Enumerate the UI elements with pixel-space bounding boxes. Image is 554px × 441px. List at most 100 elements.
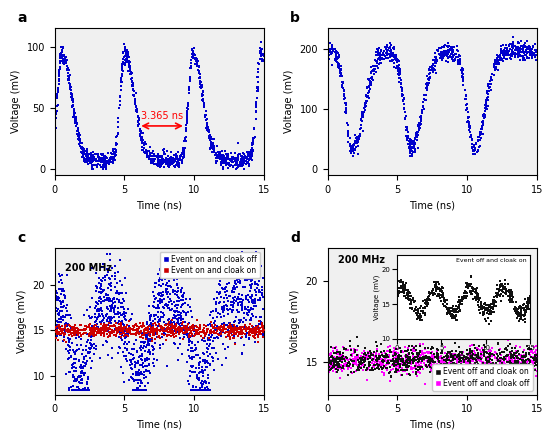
Point <box>96 329 105 336</box>
Point <box>83 380 91 387</box>
Point <box>149 332 158 339</box>
Point <box>519 355 527 363</box>
Point <box>146 333 155 340</box>
Point <box>324 363 333 370</box>
Point <box>92 299 101 306</box>
Point <box>67 314 76 321</box>
Point <box>331 362 340 369</box>
Point <box>57 49 65 56</box>
Point <box>238 299 247 306</box>
Point <box>527 361 536 368</box>
Point <box>55 64 64 71</box>
Point <box>342 105 351 112</box>
Point <box>477 352 486 359</box>
Point <box>97 283 106 290</box>
Point <box>524 356 532 363</box>
Point <box>331 366 340 373</box>
Point <box>378 355 387 362</box>
Point <box>118 289 127 296</box>
Point <box>100 161 109 168</box>
Point <box>470 365 479 372</box>
Point <box>64 64 73 71</box>
Point <box>124 54 133 61</box>
Point <box>52 293 60 300</box>
Point <box>327 354 336 361</box>
Point <box>227 307 236 314</box>
Point <box>120 325 129 332</box>
Point <box>324 355 333 362</box>
Point <box>57 286 66 293</box>
Point <box>157 323 166 330</box>
Point <box>126 64 135 71</box>
Point <box>358 112 367 119</box>
Point <box>162 155 171 162</box>
Point <box>158 277 167 284</box>
Point <box>168 160 177 167</box>
Point <box>212 329 220 336</box>
Point <box>332 56 341 63</box>
Point <box>442 359 451 366</box>
Point <box>230 149 239 157</box>
Point <box>124 329 133 336</box>
Point <box>53 328 62 335</box>
Point <box>450 56 459 64</box>
Point <box>252 101 260 108</box>
Point <box>135 362 144 369</box>
Point <box>173 155 182 162</box>
Point <box>497 362 506 369</box>
Point <box>443 43 452 50</box>
Point <box>146 150 155 157</box>
Point <box>253 332 262 339</box>
Point <box>356 355 365 363</box>
Point <box>347 364 356 371</box>
Point <box>489 71 498 78</box>
Point <box>480 104 489 111</box>
Point <box>83 323 92 330</box>
Point <box>460 367 469 374</box>
Point <box>491 353 500 360</box>
Point <box>468 141 476 148</box>
Point <box>507 360 516 367</box>
Point <box>94 295 103 302</box>
Point <box>102 158 111 165</box>
Point <box>479 373 488 380</box>
Point <box>223 302 232 309</box>
Point <box>474 350 483 357</box>
Point <box>459 78 468 85</box>
Point <box>234 163 243 170</box>
Point <box>64 75 73 82</box>
Point <box>158 330 167 337</box>
Point <box>481 101 490 108</box>
Point <box>57 271 66 278</box>
Point <box>486 360 495 367</box>
Point <box>342 361 351 368</box>
Point <box>116 326 125 333</box>
Point <box>183 309 192 316</box>
Point <box>155 333 163 340</box>
Point <box>406 147 415 154</box>
Point <box>235 277 244 284</box>
Point <box>475 347 484 354</box>
Point <box>485 348 494 355</box>
Point <box>138 335 147 342</box>
Point <box>510 372 519 379</box>
Point <box>203 128 212 135</box>
Point <box>483 363 491 370</box>
Point <box>74 334 83 341</box>
Point <box>499 370 507 377</box>
Point <box>95 294 104 301</box>
Point <box>444 363 453 370</box>
Point <box>171 340 180 348</box>
Point <box>527 358 536 365</box>
Point <box>380 353 389 360</box>
Point <box>209 328 218 335</box>
Point <box>526 357 535 364</box>
Point <box>526 47 535 54</box>
Point <box>331 49 340 56</box>
Point <box>389 53 398 60</box>
Point <box>111 322 120 329</box>
Point <box>250 124 259 131</box>
Point <box>494 357 502 364</box>
Point <box>351 349 360 356</box>
Point <box>430 53 439 60</box>
